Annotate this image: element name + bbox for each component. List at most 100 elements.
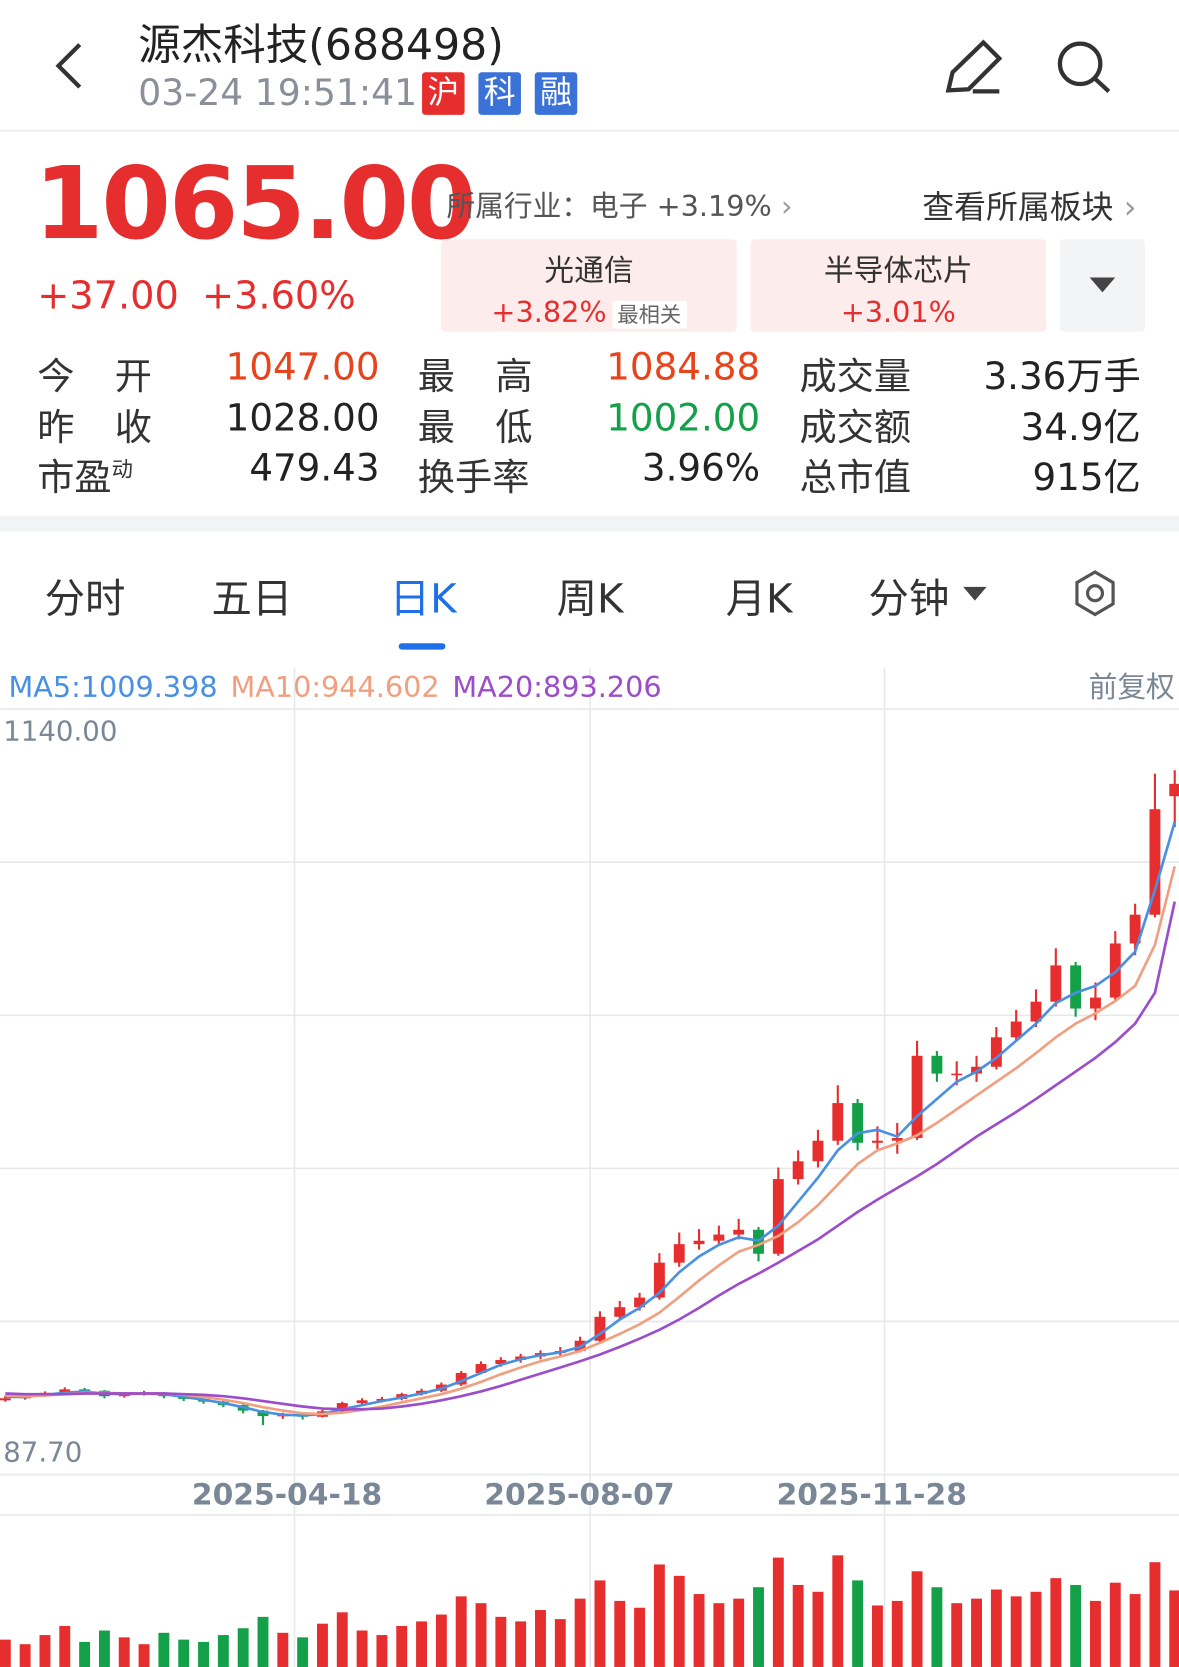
legend-name: MA20: [452, 670, 543, 704]
candle-body [475, 1364, 487, 1373]
volume-bar [356, 1630, 368, 1667]
volume-bar [891, 1600, 903, 1667]
candle-body [0, 1398, 11, 1401]
volume-bar [257, 1616, 269, 1667]
sector-change: +3.01% [840, 296, 956, 330]
price: 1065.00 [34, 146, 476, 263]
volume-bar [614, 1600, 626, 1667]
tab[interactable]: 分钟 [868, 575, 950, 622]
tab[interactable]: 日K [389, 575, 457, 622]
volume-bar [19, 1644, 31, 1667]
candle-body [1010, 1021, 1022, 1038]
stat-label: 换手率 [417, 457, 530, 500]
volume-bar [792, 1584, 804, 1667]
candle-body [891, 1137, 903, 1141]
candle-body [713, 1234, 725, 1241]
candle-body [852, 1103, 864, 1143]
volume-bar [1169, 1590, 1179, 1667]
candle-body [871, 1140, 883, 1143]
volume-bar [1050, 1578, 1062, 1667]
volume-bar [118, 1637, 130, 1667]
stat-value: 1002.00 [606, 397, 761, 441]
stat-label: 成交量 [799, 356, 912, 399]
legend-value: 893.206 [543, 670, 662, 704]
stat-label-sup: 动 [111, 456, 133, 482]
tab[interactable]: 五日 [211, 575, 293, 622]
volume-bar [653, 1564, 665, 1667]
candle-body [772, 1179, 784, 1254]
volume-bar [59, 1625, 71, 1667]
stat-value: 915亿 [1032, 457, 1141, 500]
legend-entry: MA20:893.206 [452, 670, 661, 704]
volume-bar [574, 1598, 586, 1667]
stat-label-text: 市盈 [37, 457, 112, 500]
sector-link[interactable]: 查看所属板块 › [922, 189, 1137, 227]
volume-bar [1129, 1594, 1141, 1667]
legend-entry: MA10:944.602 [230, 670, 439, 704]
volume-bar [852, 1580, 864, 1667]
volume-bar [455, 1596, 467, 1667]
sector-link-text: 查看所属板块 [922, 189, 1114, 227]
legend-name: MA5: [9, 670, 81, 704]
volume-bar [336, 1612, 348, 1667]
volume-bar [673, 1575, 685, 1667]
change: +37.00 [37, 274, 179, 318]
change-pct: +3.60% [201, 274, 356, 318]
sector-card[interactable]: 光通信 +3.82% 最相关 [441, 239, 737, 332]
tab[interactable]: 分时 [44, 575, 126, 622]
sector-tag: 最相关 [612, 300, 687, 329]
volume-bar [753, 1587, 764, 1667]
volume-bar [535, 1610, 546, 1667]
volume-bar [990, 1589, 1002, 1667]
candle-body [455, 1372, 467, 1385]
candle-body [1050, 965, 1062, 1002]
candle-body [1149, 809, 1161, 915]
ma-line [5, 901, 1177, 1411]
candle-body [693, 1240, 705, 1245]
volume-bar [316, 1623, 328, 1667]
stat-value: 1047.00 [225, 346, 380, 390]
badge: 融 [534, 72, 578, 115]
volume-bar [515, 1621, 527, 1667]
ma-line [5, 821, 1177, 1417]
dropdown-arrow [963, 586, 987, 601]
candle-body [1030, 1001, 1042, 1022]
industry[interactable]: 所属行业：电子 +3.19% › [446, 190, 793, 224]
sector-name: 半导体芯片 [823, 253, 973, 289]
stat-label: 今开 [37, 356, 153, 399]
stat-value: 3.96% [641, 447, 761, 491]
volume-bar [554, 1619, 566, 1667]
volume-bar [1030, 1591, 1042, 1667]
candle-body [594, 1316, 606, 1341]
candle-body [911, 1055, 923, 1138]
tab[interactable]: 月K [725, 575, 793, 622]
candle-body [733, 1229, 745, 1235]
badge: 沪 [422, 72, 465, 115]
ma-line [5, 866, 1177, 1416]
sector-dropdown[interactable] [1059, 239, 1145, 332]
section-gap [0, 515, 1179, 532]
stat-value: 1028.00 [225, 397, 380, 441]
volume-bar [138, 1644, 150, 1667]
candle-body [59, 1389, 71, 1393]
tab[interactable]: 周K [556, 575, 624, 622]
candle-body [614, 1307, 626, 1317]
volume-bar [79, 1641, 91, 1667]
volume-bar [435, 1614, 447, 1667]
sector-name: 光通信 [544, 253, 634, 289]
volume-bar [812, 1591, 824, 1667]
volume-bar [594, 1580, 606, 1667]
candle-body [356, 1400, 368, 1404]
sector-card[interactable]: 半导体芯片 +3.01% [750, 239, 1047, 332]
volume-bar [1010, 1596, 1022, 1667]
candle-body [673, 1244, 685, 1263]
volume-bar [39, 1635, 51, 1667]
volume-bar [713, 1603, 725, 1667]
adjust-label: 前复权 [1089, 670, 1175, 704]
volume-bar [832, 1555, 844, 1667]
candle-body [951, 1073, 963, 1076]
candle-body [336, 1403, 348, 1412]
divider [0, 129, 1179, 132]
volume-bar [376, 1635, 388, 1667]
x-tick-label: 2025-04-18 [192, 1477, 382, 1512]
